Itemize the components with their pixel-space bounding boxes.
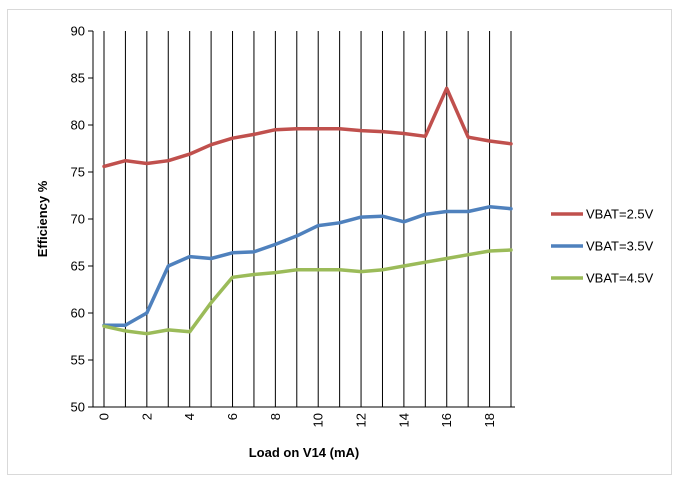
y-tick-label-60: 60 xyxy=(71,306,85,321)
series-lines xyxy=(102,86,513,336)
x-tick-label-18: 18 xyxy=(482,413,497,427)
legend: VBAT=2.5V VBAT=3.5V VBAT=4.5V xyxy=(551,207,654,286)
axes xyxy=(88,30,515,408)
plot-area xyxy=(93,31,515,407)
x-tick-label-2: 2 xyxy=(139,413,154,420)
y-tick-label-70: 70 xyxy=(71,212,85,227)
series-line-2 xyxy=(102,205,513,327)
y-tick-label-80: 80 xyxy=(71,118,85,133)
y-tick-label-55: 55 xyxy=(71,353,85,368)
legend-label-2: VBAT=3.5V xyxy=(586,239,654,254)
x-tick-label-8: 8 xyxy=(268,413,283,420)
x-tick-label-6: 6 xyxy=(225,413,240,420)
legend-label-3: VBAT=4.5V xyxy=(586,271,654,286)
x-tick-label-12: 12 xyxy=(354,413,369,427)
gridlines xyxy=(103,31,512,407)
series-line-3 xyxy=(102,248,513,336)
y-tick-label-75: 75 xyxy=(71,165,85,180)
x-tick-label-4: 4 xyxy=(182,413,197,420)
legend-label-1: VBAT=2.5V xyxy=(586,207,654,222)
x-tick-labels: 0 2 4 6 8 10 12 14 16 18 xyxy=(97,413,498,427)
x-tick-label-0: 0 xyxy=(97,413,112,420)
y-tick-label-50: 50 xyxy=(71,400,85,415)
x-tick-label-10: 10 xyxy=(311,413,326,427)
y-tick-label-65: 65 xyxy=(71,259,85,274)
y-axis-title: Efficiency % xyxy=(35,180,50,257)
series-line-1 xyxy=(102,86,513,169)
x-tick-label-16: 16 xyxy=(439,413,454,427)
x-tick-label-14: 14 xyxy=(396,413,411,427)
y-tick-labels: 50 55 60 65 70 75 80 85 90 xyxy=(71,24,85,415)
y-tick-label-90: 90 xyxy=(71,24,85,39)
x-axis-title: Load on V14 (mA) xyxy=(249,445,360,460)
y-tick-label-85: 85 xyxy=(71,71,85,86)
